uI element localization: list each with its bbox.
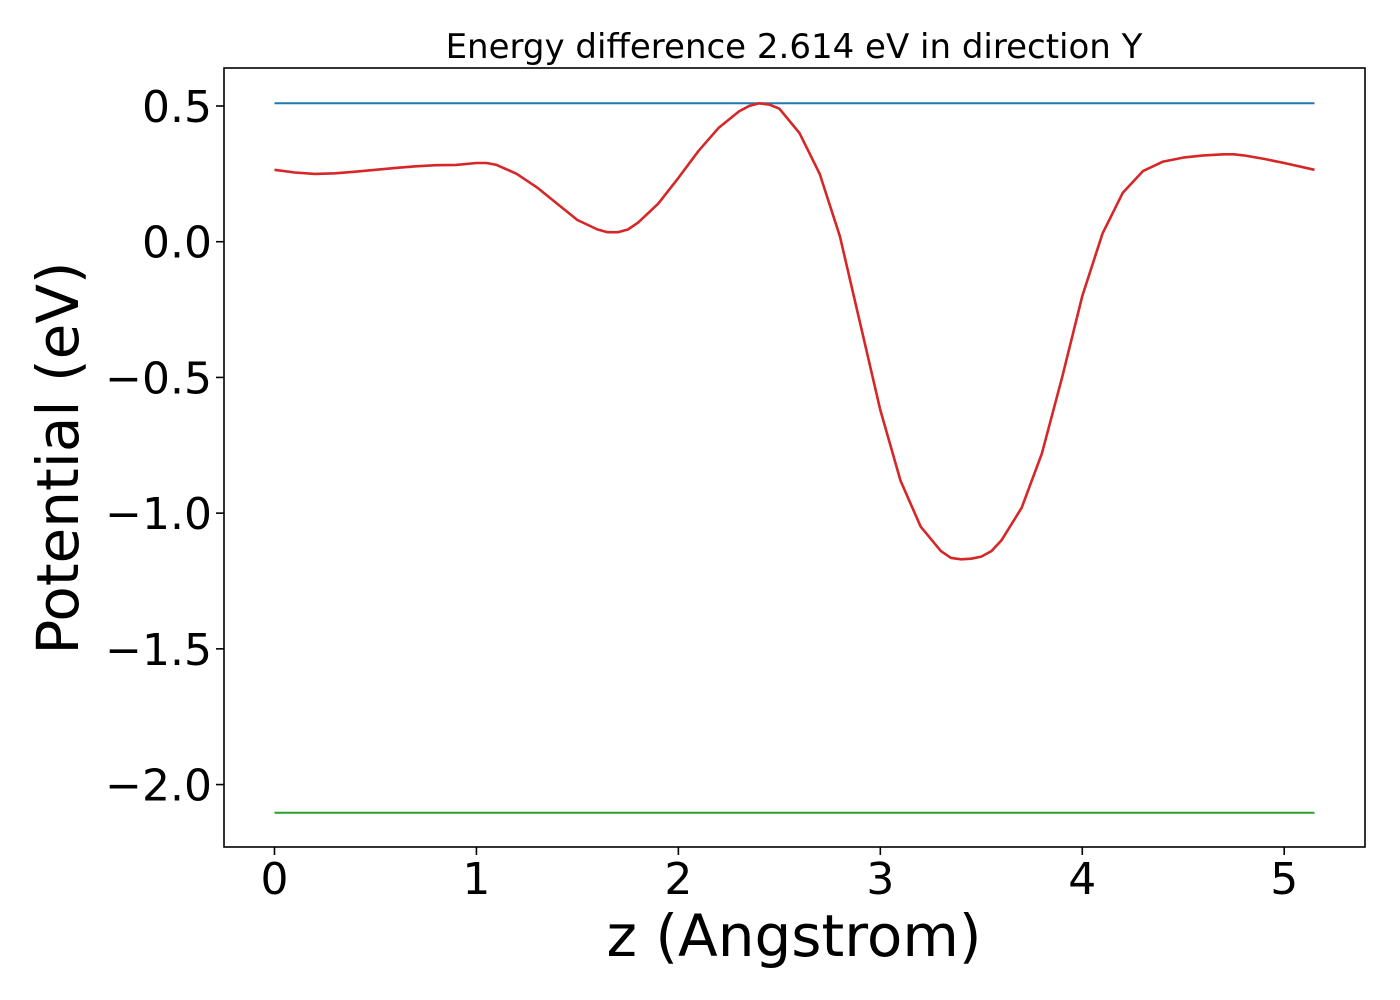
chart-title: Energy difference 2.614 eV in direction … — [446, 27, 1143, 67]
series-line-2 — [274, 102, 1315, 561]
y-tick-label: 0.5 — [142, 82, 212, 133]
x-tick-label: 4 — [1068, 854, 1096, 905]
x-tick-label: 2 — [664, 854, 692, 905]
y-tick-label: 0.0 — [142, 218, 212, 269]
y-axis-ticks: 0.5 0.0 −0.5 −1.0 −1.5 −2.0 — [105, 82, 224, 812]
x-axis-ticks: 0 1 2 3 4 5 — [260, 847, 1298, 905]
y-tick-label: −0.5 — [105, 353, 212, 404]
y-tick-label: −1.5 — [105, 625, 212, 676]
x-tick-label: 3 — [866, 854, 894, 905]
y-tick-label: −1.0 — [105, 489, 212, 540]
plot-frame — [223, 67, 1366, 848]
x-tick-label: 5 — [1270, 854, 1298, 905]
x-tick-label: 1 — [462, 854, 490, 905]
x-axis-label: z (Angstrom) — [607, 902, 982, 970]
plot-area — [224, 68, 1365, 847]
series-layer — [274, 102, 1315, 814]
y-axis-label: Potential (eV) — [24, 261, 92, 654]
x-tick-label: 0 — [260, 854, 288, 905]
y-tick-label: −2.0 — [105, 761, 212, 812]
